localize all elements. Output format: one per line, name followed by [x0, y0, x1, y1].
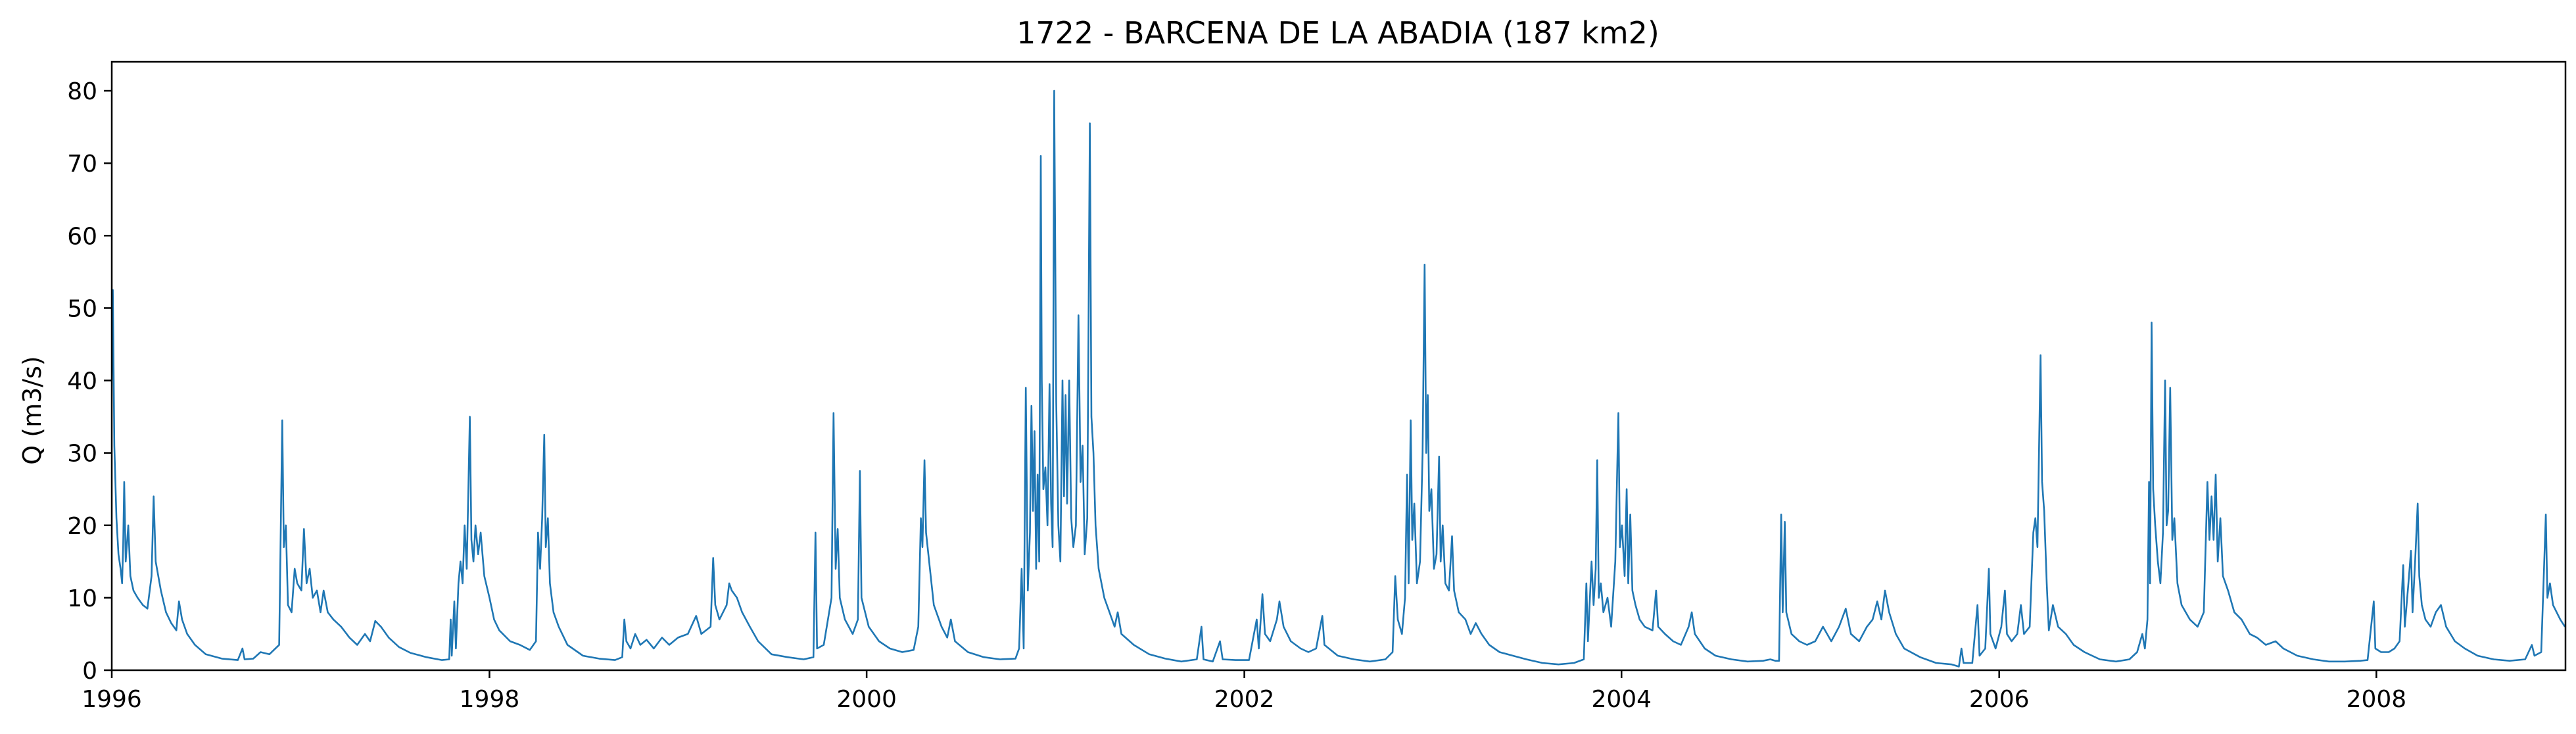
- y-tick-label: 70: [67, 151, 97, 178]
- x-tick-label: 1998: [460, 686, 520, 713]
- x-tick-label: 2002: [1214, 686, 1275, 713]
- x-tick-label: 1996: [82, 686, 142, 713]
- plot-area: [112, 89, 2565, 668]
- y-axis: 0 10 20 30 40 50 60 70 80: [67, 78, 112, 685]
- chart-title: 1722 - BARCENA DE LA ABADIA (187 km2): [1016, 15, 1659, 51]
- plot-frame: [110, 61, 2567, 672]
- discharge-series-line: [112, 89, 2565, 668]
- y-tick-label: 80: [67, 78, 97, 105]
- y-tick-label: 0: [82, 658, 97, 685]
- x-tick-label: 2000: [836, 686, 897, 713]
- y-tick-label: 20: [67, 513, 97, 540]
- y-axis-label: Q (m3/s): [18, 356, 47, 464]
- x-tick-label: 2004: [1591, 686, 1652, 713]
- y-tick-label: 50: [67, 295, 97, 322]
- y-tick-label: 30: [67, 441, 97, 468]
- y-tick-label: 60: [67, 223, 97, 250]
- y-tick-label: 40: [67, 368, 97, 395]
- x-tick-label: 2008: [2347, 686, 2407, 713]
- y-tick-label: 10: [67, 585, 97, 612]
- x-axis: 1996 1998 2000 2002 2004 2006 2008: [82, 670, 2406, 713]
- x-tick-label: 2006: [1969, 686, 2030, 713]
